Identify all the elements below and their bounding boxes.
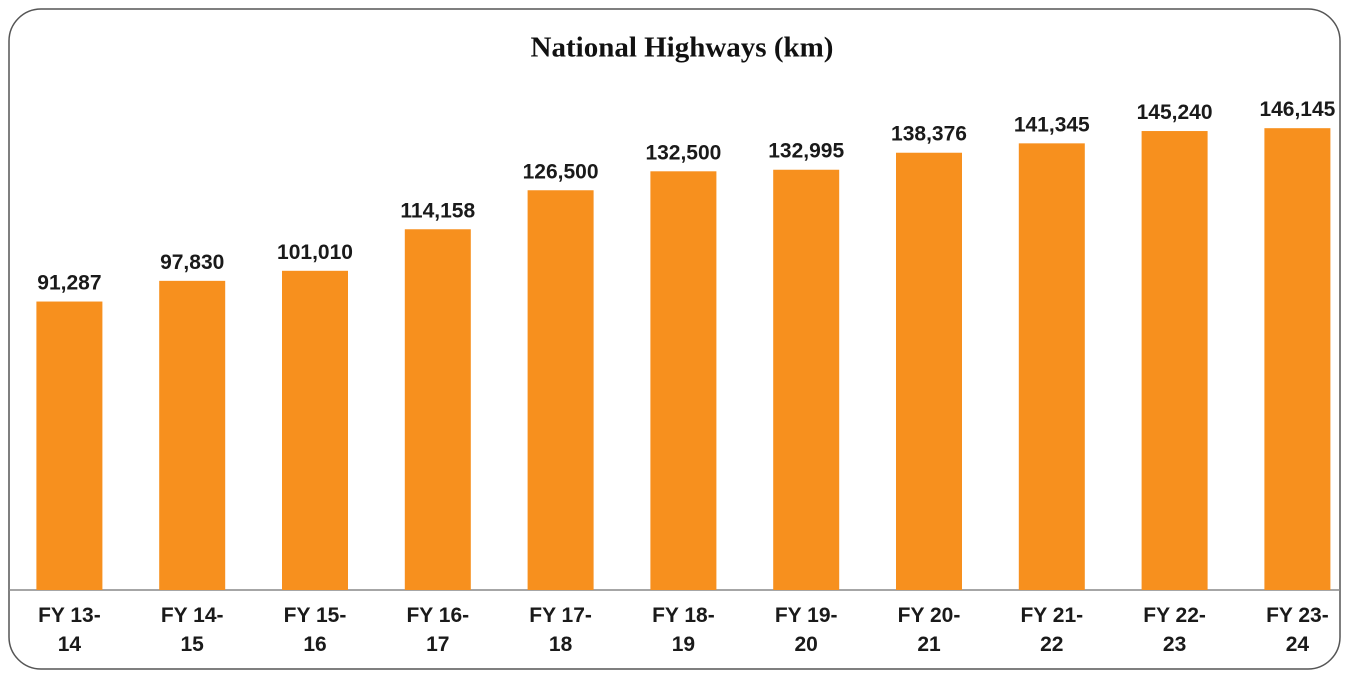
- bar: [404, 229, 471, 590]
- data-label: 132,500: [645, 141, 721, 164]
- x-tick-label: FY 22-23: [1143, 604, 1206, 656]
- x-tick-label: FY 18-19: [652, 604, 715, 656]
- frame: [8, 8, 1341, 670]
- bar: [1264, 128, 1331, 590]
- bar: [36, 301, 103, 590]
- bar: [159, 280, 226, 590]
- bar: [650, 171, 717, 591]
- x-tick-label: FY 19-20: [774, 604, 838, 656]
- data-label: 126,500: [523, 160, 599, 183]
- data-label: 138,376: [891, 123, 967, 146]
- data-label: 145,240: [1137, 101, 1213, 124]
- x-tick-label: FY 14-15: [160, 604, 224, 656]
- x-tick-label: FY 13-14: [38, 604, 101, 656]
- x-tick-label: FY 16-17: [406, 604, 470, 656]
- data-label: 114,158: [400, 199, 475, 222]
- data-label: 97,830: [160, 251, 224, 274]
- data-label: 141,345: [1014, 113, 1090, 136]
- data-label: 91,287: [37, 272, 101, 295]
- x-tick-label: FY 15-16: [283, 604, 347, 656]
- data-label: 101,010: [277, 241, 353, 264]
- bar: [773, 169, 840, 591]
- x-tick-label: FY 17-18: [529, 604, 592, 656]
- x-tick-label: FY 23-24: [1266, 604, 1329, 656]
- chart-title: National Highways (km): [531, 32, 834, 64]
- bar: [896, 152, 962, 590]
- bar: [282, 270, 348, 590]
- data-label: 146,145: [1259, 98, 1335, 121]
- x-tick-label: FY 21-22: [1020, 604, 1084, 656]
- x-tick-label: FY 20-21: [897, 604, 961, 656]
- bar: [1018, 143, 1085, 590]
- data-label: 132,995: [768, 140, 844, 163]
- bar: [1141, 131, 1208, 590]
- bar: [527, 190, 594, 590]
